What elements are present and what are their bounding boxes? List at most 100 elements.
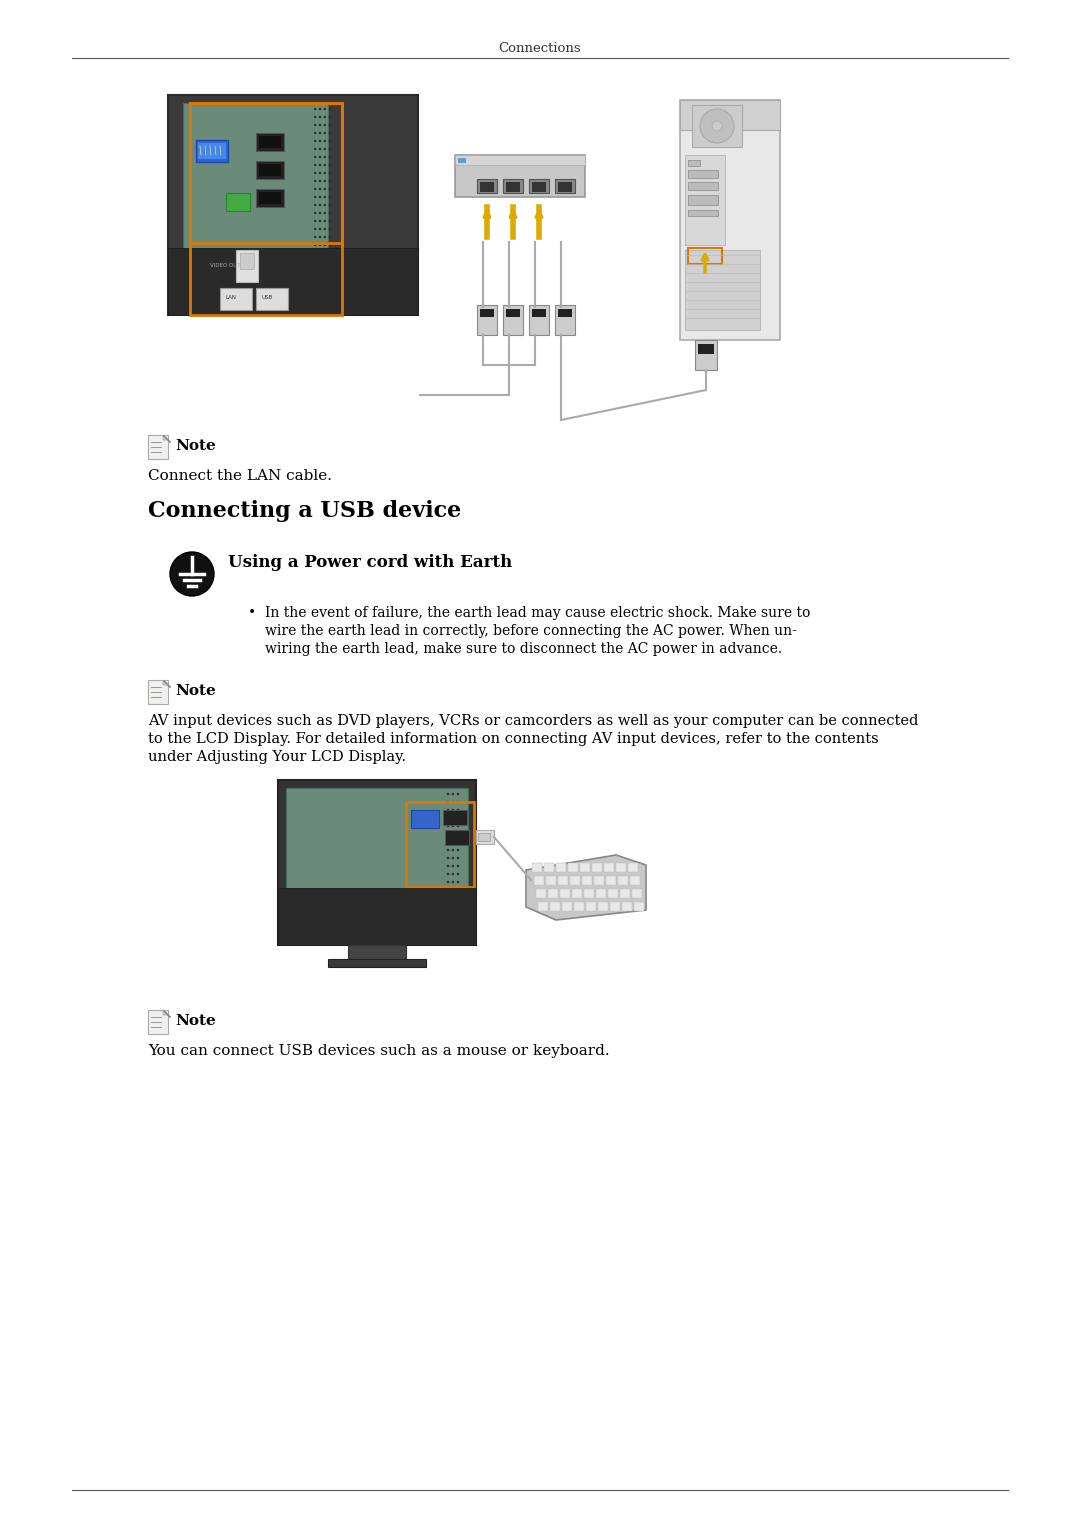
- Circle shape: [328, 173, 332, 174]
- Circle shape: [457, 832, 459, 835]
- Circle shape: [324, 140, 326, 142]
- Circle shape: [314, 220, 316, 223]
- Circle shape: [328, 203, 332, 206]
- Text: wiring the earth lead, make sure to disconnect the AC power in advance.: wiring the earth lead, make sure to disc…: [265, 641, 782, 657]
- Circle shape: [314, 124, 316, 127]
- Circle shape: [324, 228, 326, 231]
- Circle shape: [324, 203, 326, 206]
- Bar: [148, 1009, 168, 1034]
- Circle shape: [319, 140, 321, 142]
- Text: VIDEO OUT: VIDEO OUT: [210, 263, 241, 269]
- Circle shape: [324, 116, 326, 118]
- Circle shape: [324, 131, 326, 134]
- Circle shape: [457, 881, 459, 883]
- Bar: [596, 889, 606, 898]
- Bar: [562, 902, 572, 912]
- Text: under Adjusting Your LCD Display.: under Adjusting Your LCD Display.: [148, 750, 406, 764]
- Circle shape: [314, 195, 316, 199]
- Bar: [534, 876, 544, 886]
- Circle shape: [314, 131, 316, 134]
- Circle shape: [328, 188, 332, 191]
- Bar: [532, 308, 546, 318]
- Bar: [632, 889, 642, 898]
- Circle shape: [451, 857, 455, 860]
- Bar: [573, 902, 584, 912]
- Bar: [168, 95, 418, 315]
- Bar: [480, 308, 494, 318]
- Bar: [568, 863, 578, 872]
- Bar: [259, 163, 281, 176]
- Bar: [561, 889, 570, 898]
- Bar: [570, 876, 580, 886]
- Circle shape: [314, 156, 316, 159]
- Circle shape: [324, 180, 326, 182]
- Bar: [256, 160, 284, 179]
- Circle shape: [314, 228, 316, 231]
- Circle shape: [314, 116, 316, 118]
- Text: Note: Note: [175, 1014, 216, 1028]
- Circle shape: [447, 841, 449, 843]
- Bar: [529, 179, 549, 192]
- Bar: [586, 902, 596, 912]
- Circle shape: [314, 188, 316, 191]
- Bar: [594, 876, 604, 886]
- Circle shape: [319, 203, 321, 206]
- Circle shape: [457, 809, 459, 811]
- Circle shape: [451, 841, 455, 843]
- Circle shape: [447, 817, 449, 818]
- Bar: [278, 889, 476, 945]
- Circle shape: [314, 140, 316, 142]
- Circle shape: [451, 809, 455, 811]
- Circle shape: [319, 188, 321, 191]
- Circle shape: [314, 148, 316, 150]
- Bar: [546, 876, 556, 886]
- Bar: [685, 250, 760, 330]
- Bar: [555, 305, 575, 334]
- Bar: [558, 308, 572, 318]
- Bar: [618, 876, 627, 886]
- Text: In the event of failure, the earth lead may cause electric shock. Make sure to: In the event of failure, the earth lead …: [265, 606, 810, 620]
- Bar: [580, 863, 590, 872]
- Bar: [538, 902, 548, 912]
- Text: •: •: [248, 606, 256, 620]
- Bar: [477, 179, 497, 192]
- Bar: [529, 305, 549, 334]
- Bar: [630, 876, 640, 886]
- Circle shape: [451, 825, 455, 828]
- Circle shape: [447, 873, 449, 875]
- Bar: [584, 889, 594, 898]
- Bar: [195, 140, 228, 162]
- Bar: [532, 863, 542, 872]
- Bar: [558, 182, 572, 192]
- Bar: [536, 889, 546, 898]
- Circle shape: [451, 864, 455, 867]
- Bar: [688, 169, 718, 179]
- Bar: [443, 809, 467, 825]
- Circle shape: [328, 228, 332, 231]
- Circle shape: [319, 156, 321, 159]
- Circle shape: [324, 212, 326, 214]
- Text: USB: USB: [261, 295, 272, 299]
- Circle shape: [324, 188, 326, 191]
- Bar: [532, 182, 546, 192]
- Circle shape: [319, 173, 321, 174]
- Bar: [503, 179, 523, 192]
- Circle shape: [328, 124, 332, 127]
- Circle shape: [457, 849, 459, 851]
- Bar: [226, 192, 249, 211]
- Bar: [606, 876, 616, 886]
- Bar: [286, 788, 468, 889]
- Bar: [507, 182, 519, 192]
- Text: Note: Note: [175, 438, 216, 454]
- Polygon shape: [526, 855, 646, 919]
- Circle shape: [457, 825, 459, 828]
- Bar: [480, 182, 494, 192]
- Bar: [278, 780, 476, 945]
- Bar: [680, 99, 780, 130]
- Circle shape: [319, 228, 321, 231]
- Circle shape: [447, 800, 449, 803]
- Circle shape: [319, 235, 321, 238]
- Text: Connect the LAN cable.: Connect the LAN cable.: [148, 469, 332, 483]
- Text: Connections: Connections: [499, 43, 581, 55]
- Circle shape: [328, 195, 332, 199]
